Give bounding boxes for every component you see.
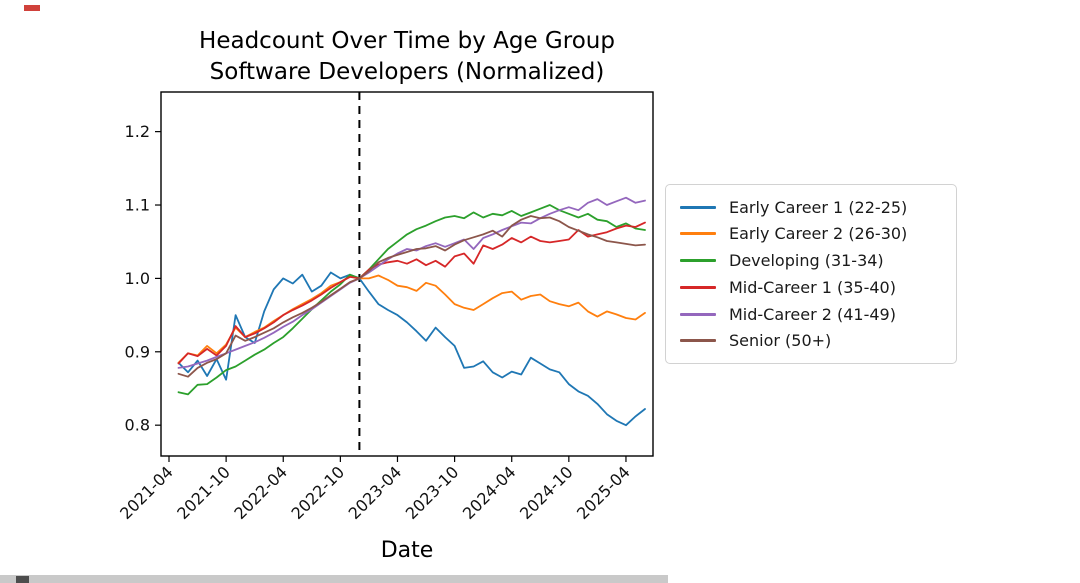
legend-item: Mid-Career 2 (41-49) (676, 301, 946, 327)
y-tick-label: 0.8 (125, 416, 150, 435)
screen-artifact-red-mark (24, 5, 40, 11)
y-tick-label: 1.1 (125, 196, 150, 215)
screen-artifact-bottom-strip (0, 575, 668, 583)
y-tick-label: 0.9 (125, 342, 150, 361)
x-tick-label: 2021-10 (173, 462, 234, 523)
legend-item: Senior (50+) (676, 328, 946, 354)
axes-frame (160, 91, 654, 457)
chart-title-line1: Headcount Over Time by Age Group (199, 28, 615, 54)
legend-line-swatch (680, 259, 716, 263)
y-tick-label: 1.2 (125, 122, 150, 141)
legend-line-swatch (680, 285, 716, 289)
legend-item: Early Career 2 (26-30) (676, 221, 946, 247)
legend-line-swatch (680, 339, 716, 343)
x-tick-label: 2023-10 (402, 462, 463, 523)
x-tick-label: 2022-10 (287, 462, 348, 523)
x-tick-label: 2023-04 (345, 462, 406, 523)
legend-line-swatch (680, 312, 716, 316)
x-axis-label: Date (380, 538, 434, 563)
legend-line-swatch (680, 232, 716, 236)
series-line-2 (177, 274, 646, 364)
legend-label: Senior (50+) (729, 331, 832, 351)
x-tick-label: 2021-04 (116, 462, 177, 523)
x-tick-label: 2024-10 (516, 462, 577, 523)
legend-label: Mid-Career 1 (35-40) (729, 277, 896, 297)
legend-item: Developing (31-34) (676, 248, 946, 274)
x-tick-label: 2022-04 (230, 462, 291, 523)
legend-line-swatch (680, 205, 716, 209)
legend-item: Mid-Career 1 (35-40) (676, 274, 946, 300)
legend-label: Developing (31-34) (729, 251, 884, 271)
series-line-1 (177, 271, 646, 427)
legend-label: Mid-Career 2 (41-49) (729, 304, 896, 324)
series-line-6 (177, 215, 646, 378)
legend: Early Career 1 (22-25) Early Career 2 (26… (665, 184, 957, 364)
legend-label: Early Career 1 (22-25) (729, 197, 908, 217)
series-line-5 (177, 196, 646, 369)
y-tick-label: 1.0 (125, 269, 150, 288)
screen-artifact-notch (16, 576, 29, 583)
x-tick-label: 2025-04 (573, 462, 634, 523)
legend-item: Early Career 1 (22-25) (676, 194, 946, 220)
series-line-4 (177, 221, 646, 365)
series-line-3 (177, 204, 646, 396)
chart-title-line2: Software Developers (Normalized) (209, 59, 605, 85)
x-tick-label: 2024-04 (459, 462, 520, 523)
chart-title: Headcount Over Time by Age Group Softwar… (107, 26, 707, 88)
legend-label: Early Career 2 (26-30) (729, 224, 908, 244)
